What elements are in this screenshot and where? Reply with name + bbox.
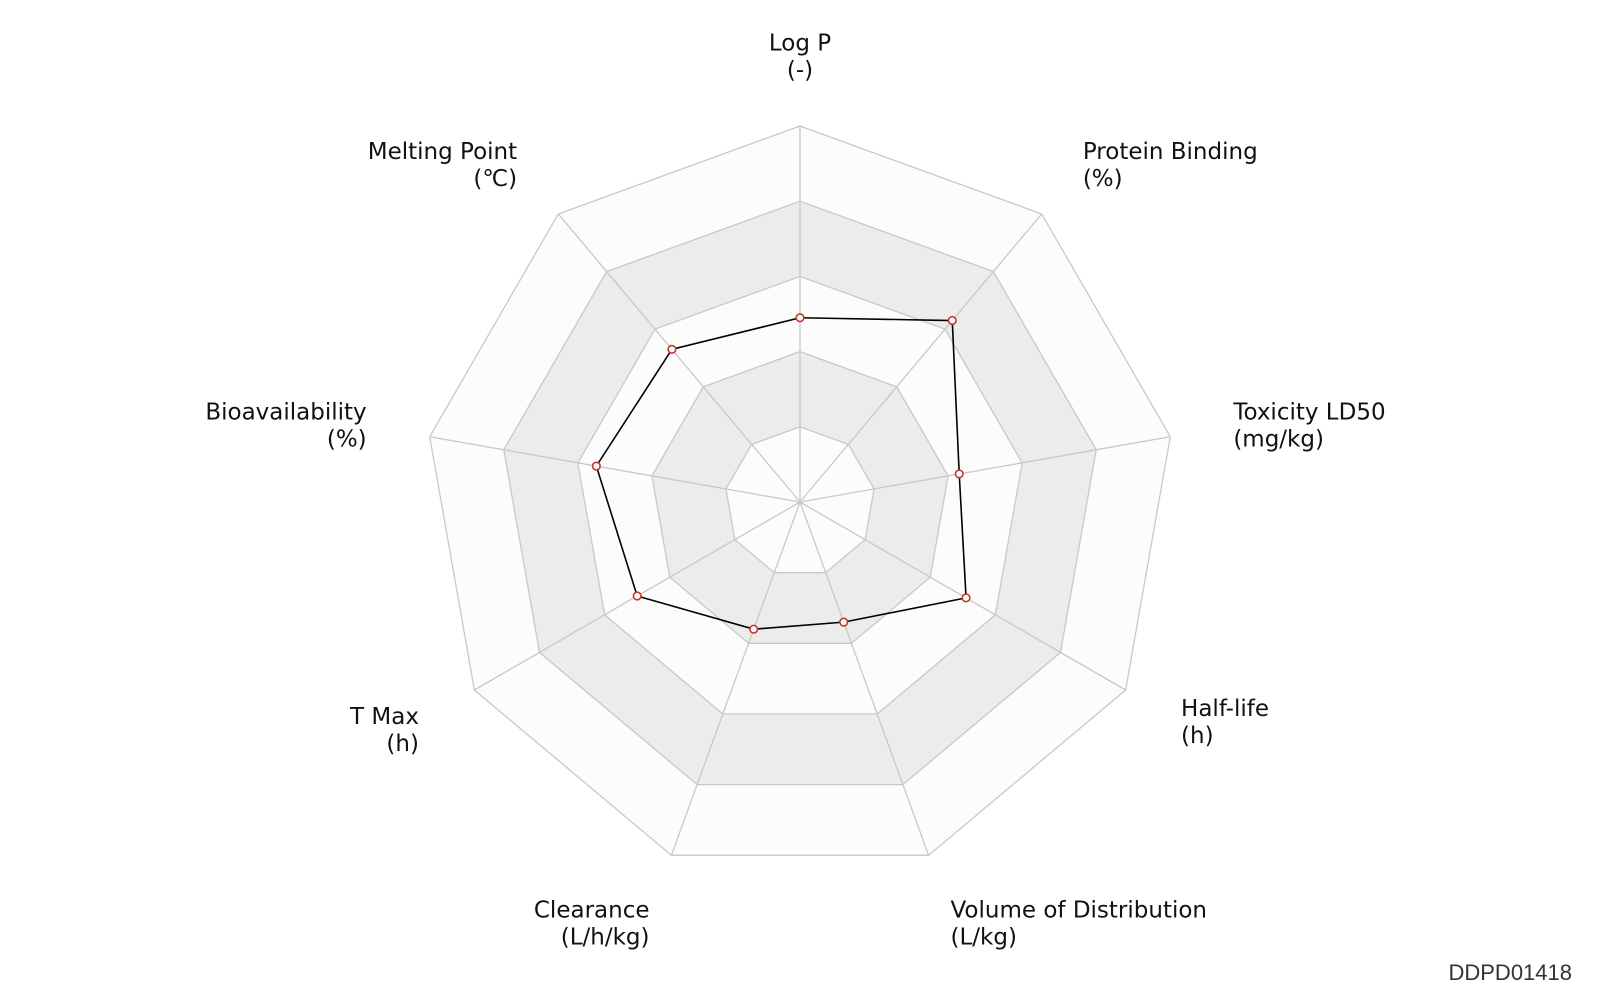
axis-label-name: Clearance [534,897,650,923]
data-point-5 [749,624,759,634]
data-point-7 [591,461,601,471]
axis-label-name: T Max [349,704,419,730]
series-line [595,316,967,631]
radar-spoke [429,436,801,503]
radar-spoke [557,213,801,503]
axis-label-unit: (h) [386,731,419,757]
data-point-4 [839,617,849,627]
data-point-6 [632,591,642,601]
axis-label-name: Bioavailability [205,400,366,426]
data-point-2 [954,469,964,479]
axis-label-unit: (h) [1181,723,1214,749]
axis-label-unit: (-) [787,58,813,84]
data-point-3 [961,593,971,603]
axis-label-unit: (L/kg) [950,924,1016,950]
axis-label-unit: (L/h/kg) [561,924,650,950]
chart-id: DDPD01418 [1448,960,1572,985]
axis-label-name: Log P [769,31,831,57]
axis-label-name: Toxicity LD50 [1232,400,1385,426]
radar-axis-labels: Log P(-)Protein Binding(%)Toxicity LD50(… [205,31,1385,951]
data-point-8 [667,344,677,354]
axis-label-name: Volume of Distribution [950,897,1207,923]
radar-spoke [799,501,930,856]
radar-series [591,313,971,634]
axis-label-name: Half-life [1181,696,1269,722]
data-point-0 [795,313,805,323]
radar-spoke [799,213,1043,503]
axis-label-unit: (℃) [473,166,517,192]
radar-spoke [799,436,1171,503]
axis-label-name: Protein Binding [1083,139,1258,165]
axis-label-name: Melting Point [368,139,517,165]
data-point-1 [947,315,957,326]
axis-label-unit: (mg/kg) [1233,427,1324,453]
radar-spoke [670,501,801,856]
axis-label-unit: (%) [327,427,367,453]
axis-label-unit: (%) [1083,166,1123,192]
